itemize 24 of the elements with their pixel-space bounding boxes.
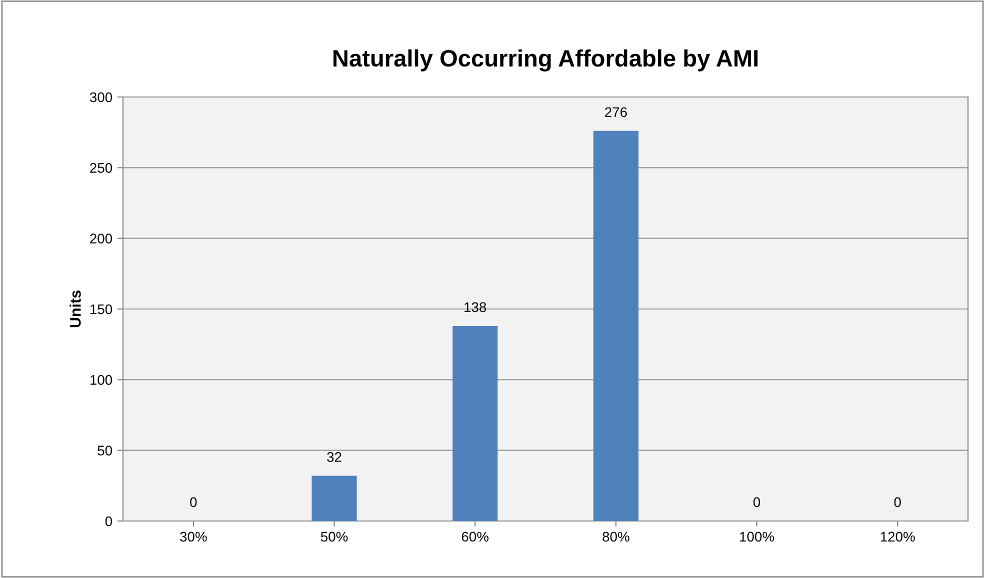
bar <box>593 130 638 521</box>
y-tick-label: 200 <box>90 234 112 244</box>
x-tick-label: 60% <box>462 532 488 542</box>
bar <box>312 476 357 521</box>
data-label: 276 <box>605 107 627 118</box>
x-tick-label: 100% <box>740 532 774 542</box>
bar <box>452 326 498 521</box>
data-label: 0 <box>753 497 760 508</box>
data-label: 0 <box>190 497 197 508</box>
x-tick-label: 30% <box>180 532 207 542</box>
y-tick-label: 150 <box>90 304 112 314</box>
x-tick-label: 80% <box>602 532 630 542</box>
y-tick-label: 50 <box>98 446 112 456</box>
y-tick-label: 0 <box>105 516 112 526</box>
x-tick-label: 50% <box>320 532 348 542</box>
data-label: 138 <box>464 302 486 312</box>
x-tick-label: 120% <box>880 532 915 542</box>
y-tick-label: 100 <box>90 375 112 385</box>
data-label: 32 <box>327 452 342 462</box>
y-tick-label: 250 <box>90 163 112 173</box>
y-tick-label: 300 <box>90 92 112 102</box>
data-label: 0 <box>894 497 901 508</box>
y-axis-title: Units <box>70 290 81 328</box>
chart-title: Naturally Occurring Affordable by AMI <box>333 49 758 72</box>
